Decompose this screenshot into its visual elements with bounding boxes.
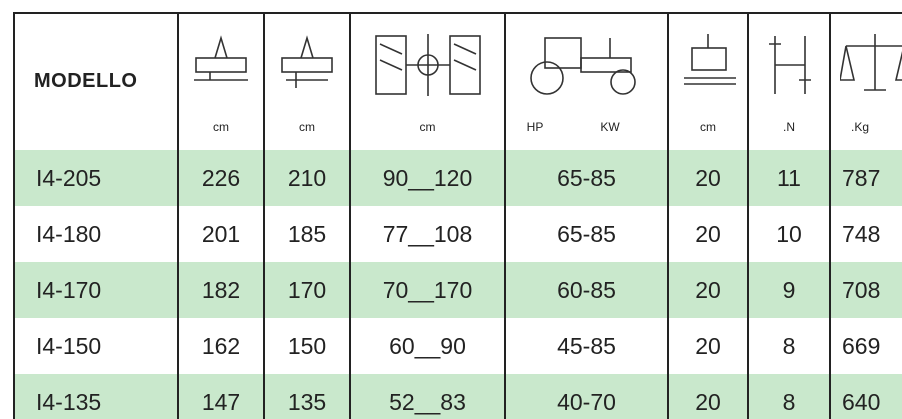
table-cell: 162 [201,333,241,359]
icon-depth [684,34,736,85]
top-border [14,12,902,14]
table-row: I4-205 226 210 90__120 65-85 20 11 787 [14,150,902,206]
table-row: I4-135 147 135 52__83 40-70 20 8 640 [14,374,902,419]
table-cell: 150 [287,333,327,359]
icon-width [194,35,248,81]
table-cell: 147 [201,389,241,415]
table-cell: 8 [782,333,796,359]
table-cell: 11 [777,165,801,191]
unit-label: cm [299,120,315,134]
column-border [177,12,179,419]
unit-label: .N [783,120,795,134]
column-border [667,12,669,419]
unit-label: cm [419,120,436,134]
column-border [504,12,506,419]
table-cell: 9 [782,277,796,303]
unit-label: KW [600,120,620,134]
table-cell: I4-180 [36,221,102,247]
table-cell: 45-85 [557,333,616,359]
table-cell: 135 [287,389,327,415]
column-border [349,12,351,419]
table-cell: 60-85 [557,277,616,303]
table-cell: I4-135 [36,389,102,415]
table-row: I4-150 162 150 60__90 45-85 20 8 669 [14,318,902,374]
table-cell: 182 [201,277,241,303]
column-border [13,12,15,419]
table-cell: 60__90 [389,333,466,359]
icon-weight [840,34,902,91]
table-cell: 20 [695,165,721,191]
icon-blades [769,36,811,94]
table-cell: 65-85 [557,221,616,247]
table-cell: 787 [842,165,881,191]
table-cell: 226 [201,165,241,191]
table-cell: 65-85 [557,165,616,191]
table-cell: 20 [695,221,721,247]
table-cell: 8 [782,389,796,415]
table-cell: 20 [695,389,721,415]
unit-label: cm [213,120,229,134]
unit-label: HP [526,120,544,134]
table-cell: I4-205 [36,165,102,191]
table-cell: 10 [776,221,802,247]
table-cell: 640 [842,389,881,415]
table-cell: I4-150 [36,333,102,359]
table-cell: 669 [842,333,881,359]
table-cell: 20 [695,277,721,303]
table-cell: 748 [842,221,881,247]
icon-wheels [375,34,481,96]
column-border [747,12,749,419]
column-border [829,12,831,419]
table-cell: 708 [842,277,881,303]
unit-label: cm [700,120,716,134]
table-cell: 201 [201,221,241,247]
header-title: MODELLO [34,70,138,92]
table-cell: I4-170 [36,277,102,303]
column-border [263,12,265,419]
table-cell: 185 [287,221,327,247]
table-cell: 70__170 [382,277,473,303]
table-row: I4-180 201 185 77__108 65-85 20 10 748 [14,206,902,262]
table-cell: 20 [695,333,721,359]
table-cell: 170 [287,277,327,303]
table-cell: 40-70 [557,389,616,415]
unit-label: .Kg [850,120,869,134]
table-cell: 210 [287,165,327,191]
table-cell: 77__108 [382,221,473,247]
table-row: I4-170 182 170 70__170 60-85 20 9 708 [14,262,902,318]
icon-tractor [530,37,636,95]
table-cell: 52__83 [389,389,466,415]
table-cell: 90__120 [382,165,473,191]
icon-work-width [281,35,333,88]
